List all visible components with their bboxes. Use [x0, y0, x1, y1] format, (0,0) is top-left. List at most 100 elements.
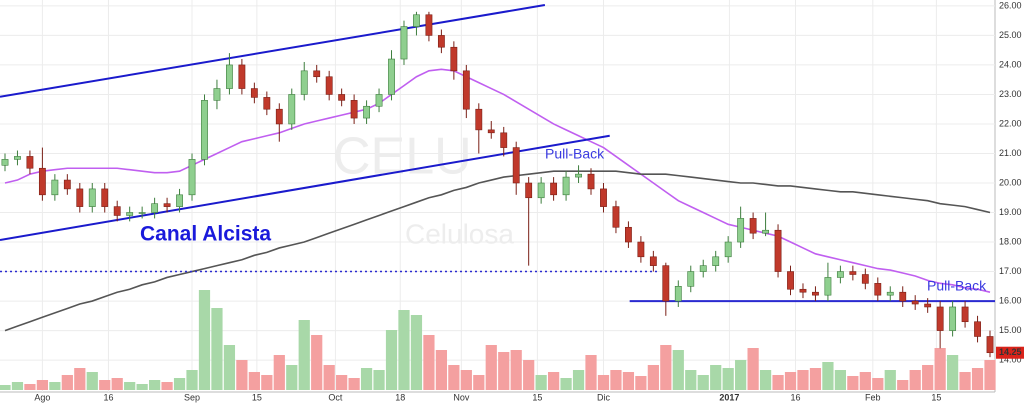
x-tick-label: Nov — [453, 392, 470, 402]
y-tick-label: 26.00 — [999, 0, 1022, 10]
x-tick-label: 16 — [103, 392, 113, 402]
volume-bar — [498, 352, 510, 390]
volume-bar — [735, 360, 747, 390]
candle-body — [226, 64, 233, 89]
x-tick-label: Dic — [597, 392, 610, 402]
volume-bar — [136, 384, 148, 390]
candle-body — [1, 159, 9, 166]
candle-body — [126, 212, 134, 216]
volume-bar — [86, 372, 98, 390]
volume-bar — [298, 320, 310, 390]
volume-bar — [984, 360, 996, 390]
volume-bar — [822, 362, 834, 390]
candle-body — [213, 88, 221, 101]
volume-bar — [311, 335, 323, 390]
candle-body — [138, 212, 146, 214]
volume-bar — [585, 355, 597, 390]
y-tick-label: 14.00 — [999, 354, 1022, 364]
volume-bar — [398, 310, 410, 390]
moving-average — [4, 170, 991, 332]
y-tick-label: 25.00 — [999, 30, 1022, 40]
candle-body — [475, 108, 483, 131]
volume-bar — [24, 384, 36, 390]
y-tick-label: 23.00 — [999, 89, 1022, 99]
volume-bar — [660, 345, 672, 390]
volume-bar — [448, 365, 460, 390]
volume-bar — [635, 376, 647, 390]
candle-body — [101, 188, 109, 207]
candle-body — [836, 271, 844, 278]
volume-bar — [0, 385, 11, 390]
candle-body — [14, 156, 21, 160]
y-tick-label: 18.00 — [999, 236, 1022, 246]
last-price-label: 14.25 — [999, 347, 1022, 357]
x-tick-label: 16 — [790, 392, 800, 402]
candle-body — [400, 26, 408, 60]
candle-body — [450, 46, 458, 72]
y-tick-label: 24.00 — [999, 59, 1022, 69]
volume-bar — [809, 368, 822, 390]
volume-bar — [772, 375, 784, 390]
y-tick-label: 21.00 — [999, 148, 1022, 158]
candle-body — [612, 206, 620, 228]
volume-bar — [149, 380, 161, 390]
volume-bar — [797, 370, 809, 390]
volume-bar — [859, 372, 871, 390]
volume-bar — [336, 375, 348, 390]
volume-bar — [847, 376, 859, 390]
volume-bar — [747, 348, 759, 390]
x-tick-label: Feb — [865, 392, 881, 402]
volume-bar — [946, 355, 959, 390]
volume-bar — [111, 378, 123, 390]
volume-bar — [261, 375, 273, 390]
candle-body — [250, 88, 258, 98]
candle-body — [936, 306, 944, 331]
volume-bar — [186, 370, 198, 390]
candle-body — [649, 256, 657, 266]
volume-bar — [485, 345, 497, 390]
candle-body — [313, 70, 321, 78]
candle-body — [812, 291, 819, 296]
candle-body — [201, 100, 208, 160]
volume-bar — [460, 370, 472, 390]
candle-body — [774, 229, 782, 272]
candle-body — [662, 265, 670, 302]
volume-bar — [348, 378, 360, 390]
candle-body — [749, 218, 757, 234]
y-tick-label: 17.00 — [999, 266, 1022, 276]
candle-body — [799, 288, 807, 293]
candle-body — [163, 203, 171, 207]
volume-bar — [385, 330, 398, 390]
candle-body — [637, 241, 645, 258]
candle-body — [500, 132, 508, 148]
annotation: Pull-Back — [927, 278, 987, 294]
candle-body — [724, 241, 732, 258]
candle-body — [986, 336, 994, 354]
volume-bar — [273, 355, 285, 390]
volume-bar — [610, 370, 622, 390]
volume-bar — [410, 315, 423, 390]
volume-bar — [722, 368, 734, 390]
volume-bar — [909, 370, 921, 390]
candle-body — [575, 173, 582, 178]
x-tick-label: 18 — [395, 392, 405, 402]
candle-body — [238, 64, 246, 89]
candle-body — [338, 94, 346, 101]
candle-body — [625, 226, 632, 243]
candle-body — [462, 70, 470, 110]
trend-line — [0, 4, 546, 98]
volume-bar — [834, 370, 846, 390]
volume-bar — [560, 378, 572, 390]
candle-body — [375, 94, 383, 107]
candle-body — [350, 100, 358, 119]
y-tick-label: 15.00 — [999, 325, 1022, 335]
candle-body — [762, 229, 769, 234]
volume-bar — [360, 368, 373, 390]
volume-bar — [286, 365, 298, 390]
volume-bar — [884, 370, 896, 390]
candle-body — [38, 167, 46, 196]
last-price-box — [996, 346, 1024, 359]
volume-bar — [61, 375, 73, 390]
candle-body — [113, 206, 121, 216]
